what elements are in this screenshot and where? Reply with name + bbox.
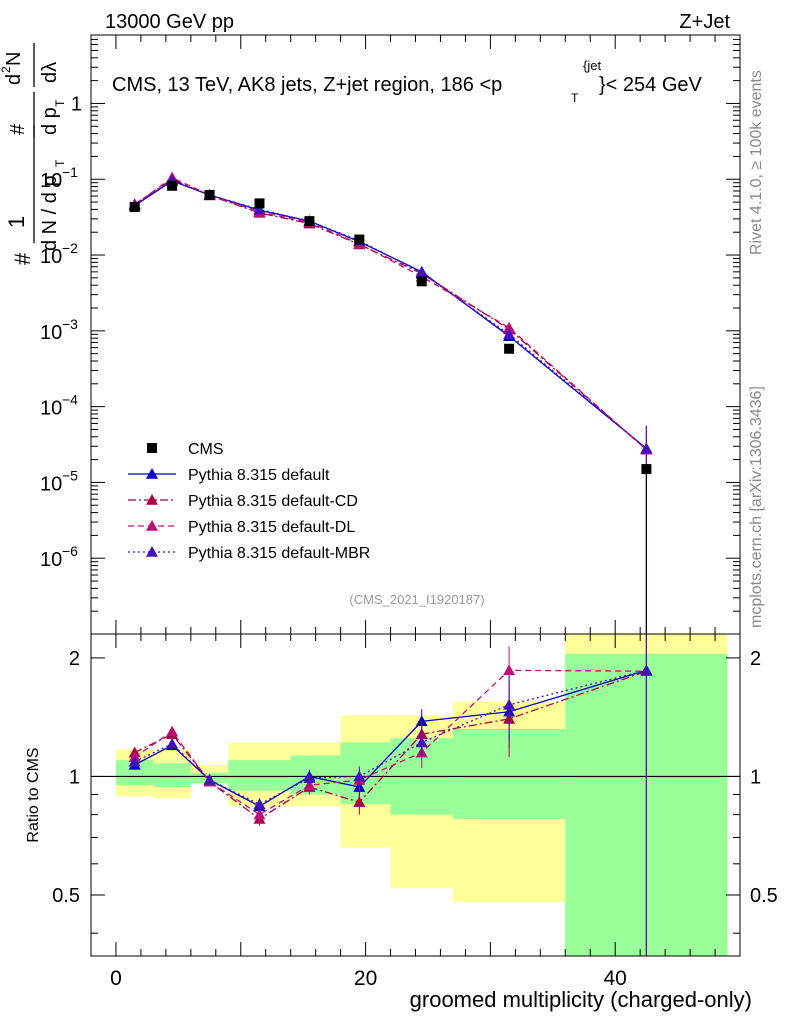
y-label-sq: 2 xyxy=(0,66,13,73)
x-tick-label: 0 xyxy=(110,967,122,990)
legend-label-pythia-8-315-default-mbr: Pythia 8.315 default-MBR xyxy=(188,545,370,562)
series-line-pythia-8-315-default-cd xyxy=(134,178,647,451)
legend-label-pythia-8-315-default-cd: Pythia 8.315 default-CD xyxy=(188,493,358,510)
ratio-tick-label-right: 0.5 xyxy=(750,885,778,907)
ratio-marker-pythia-8-315-default-mbr xyxy=(353,770,366,782)
ratio-marker-pythia-8-315-default xyxy=(415,715,428,727)
ratio-marker-pythia-8-315-default-dl xyxy=(166,725,179,737)
y-label-dn: d N / d p xyxy=(39,175,61,251)
ratio-panel-frame xyxy=(90,633,741,957)
ratio-tick-label: 1 xyxy=(69,766,80,788)
ratio-marker-pythia-8-315-default-mbr xyxy=(128,755,141,767)
x-tick-label: 40 xyxy=(604,967,627,990)
ratio-line-pythia-8-315-default-cd xyxy=(134,670,647,820)
ratio-marker-pythia-8-315-default-mbr xyxy=(253,798,266,810)
ratio-band-green xyxy=(228,760,291,791)
y-tick-label: 1 xyxy=(71,93,82,115)
ratio-y-label: Ratio to CMS xyxy=(25,747,42,842)
ratio-marker-pythia-8-315-default-cd xyxy=(353,796,366,808)
series-line-pythia-8-315-default-mbr xyxy=(134,179,647,450)
header-right: Z+Jet xyxy=(679,11,730,33)
y-tick-label-exp: −2 xyxy=(62,240,78,256)
cms-data-point xyxy=(129,202,140,213)
ratio-marker-pythia-8-315-default-mbr xyxy=(415,736,428,748)
series-marker-pythia-8-315-default-mbr xyxy=(253,203,266,215)
x-axis-label: groomed multiplicity (charged-only) xyxy=(410,987,752,1012)
y-label-dlambda: dλ xyxy=(39,62,61,83)
legend-marker-pythia-8-315-default xyxy=(146,468,158,479)
legend: CMS Pythia 8.315 default Pythia 8.315 defa… xyxy=(128,441,370,562)
ratio-marker-pythia-8-315-default-mbr xyxy=(640,664,653,676)
series-marker-pythia-8-315-default-mbr xyxy=(415,266,428,278)
legend-label-pythia-8-315-default: Pythia 8.315 default xyxy=(188,467,330,484)
y-label-d2n: d xyxy=(3,74,25,85)
cms-data-point xyxy=(167,180,178,191)
ratio-marker-pythia-8-315-default-mbr xyxy=(303,772,316,783)
y-tick-label-exp: −6 xyxy=(62,543,78,559)
chart-title-sup: {jet xyxy=(583,58,601,73)
rivet-label: Rivet 4.1.0, ≥ 100k events xyxy=(748,70,765,255)
series-marker-pythia-8-315-default-dl xyxy=(503,321,516,333)
mcplots-label: mcplots.cern.ch [arXiv:1306.3436] xyxy=(748,386,765,628)
y-label-hash2: # xyxy=(7,123,29,135)
ratio-marker-pythia-8-315-default-mbr xyxy=(503,698,516,710)
y-label-n: N xyxy=(3,52,25,66)
y-tick-label-base: 10 xyxy=(40,170,62,192)
y-tick-label-base: 10 xyxy=(40,473,62,495)
ratio-band-green xyxy=(340,742,391,805)
y-tick-label-exp: −5 xyxy=(62,467,78,483)
legend-marker-pythia-8-315-default-mbr xyxy=(146,546,158,557)
main-panel: 110−110−210−310−410−510−6 xyxy=(40,34,741,635)
ratio-marker-pythia-8-315-default-dl xyxy=(253,808,266,820)
legend-marker-cms xyxy=(147,443,157,453)
series-line-pythia-8-315-default xyxy=(134,180,647,450)
ratio-marker-pythia-8-315-default-dl xyxy=(503,664,516,676)
ratio-marker-pythia-8-315-default-mbr xyxy=(203,773,216,785)
cms-data-point xyxy=(416,276,427,287)
cms-data-point xyxy=(204,189,215,200)
y-tick-label-base: 10 xyxy=(40,322,62,344)
y-tick-label-base: 10 xyxy=(40,398,62,420)
y-tick-label-base: 10 xyxy=(40,549,62,571)
ratio-panel: 0 20 40 0.5 0.5 1 1 2 2 xyxy=(52,634,778,990)
y-tick-label-exp: −4 xyxy=(62,392,78,408)
series-line-pythia-8-315-default-dl xyxy=(134,176,647,451)
y-label-hash1: # xyxy=(10,252,35,265)
legend-marker-pythia-8-315-default-dl xyxy=(146,520,158,531)
ratio-band-green xyxy=(153,763,191,788)
series-marker-pythia-8-315-default-mbr xyxy=(503,328,516,340)
y-label-t2: T xyxy=(53,99,67,107)
chart-title: CMS, 13 TeV, AK8 jets, Z+jet region, 186… xyxy=(112,58,703,105)
y-tick-label-exp: −1 xyxy=(62,164,78,180)
chart-title-end: }< 254 GeV xyxy=(599,74,703,96)
ratio-tick-label: 2 xyxy=(69,648,80,670)
cms-data-point xyxy=(504,343,515,354)
ratio-tick-label-right: 2 xyxy=(750,648,761,670)
ratio-tick-label: 0.5 xyxy=(52,885,80,907)
y-tick-label-base: 10 xyxy=(40,246,62,268)
chart-title-text: CMS, 13 TeV, AK8 jets, Z+jet region, 186… xyxy=(112,74,502,96)
legend-label-cms: CMS xyxy=(188,441,224,458)
legend-marker-pythia-8-315-default-cd xyxy=(146,494,158,505)
cms-data-point xyxy=(354,234,365,245)
header-left: 13000 GeV pp xyxy=(105,11,234,33)
cms-data-point xyxy=(254,198,265,209)
ratio-band-green xyxy=(290,755,341,795)
y-label-dp: d p xyxy=(39,107,61,135)
ratio-tick-label-right: 1 xyxy=(750,766,761,788)
y-label-one: 1 xyxy=(4,216,29,228)
chart-title-sub: T xyxy=(571,91,579,105)
y-axis-label: # 1 d N / d p T # d p T d 2 N dλ xyxy=(0,43,67,265)
x-tick-label: 20 xyxy=(354,967,377,990)
y-label-t1: T xyxy=(53,159,67,167)
y-tick-label-exp: −3 xyxy=(62,316,78,332)
legend-label-pythia-8-315-default-dl: Pythia 8.315 default-DL xyxy=(188,519,355,536)
ratio-marker-pythia-8-315-default-mbr xyxy=(166,737,179,749)
cms-data-point xyxy=(304,216,315,227)
analysis-watermark: (CMS_2021_I1920187) xyxy=(349,592,484,607)
